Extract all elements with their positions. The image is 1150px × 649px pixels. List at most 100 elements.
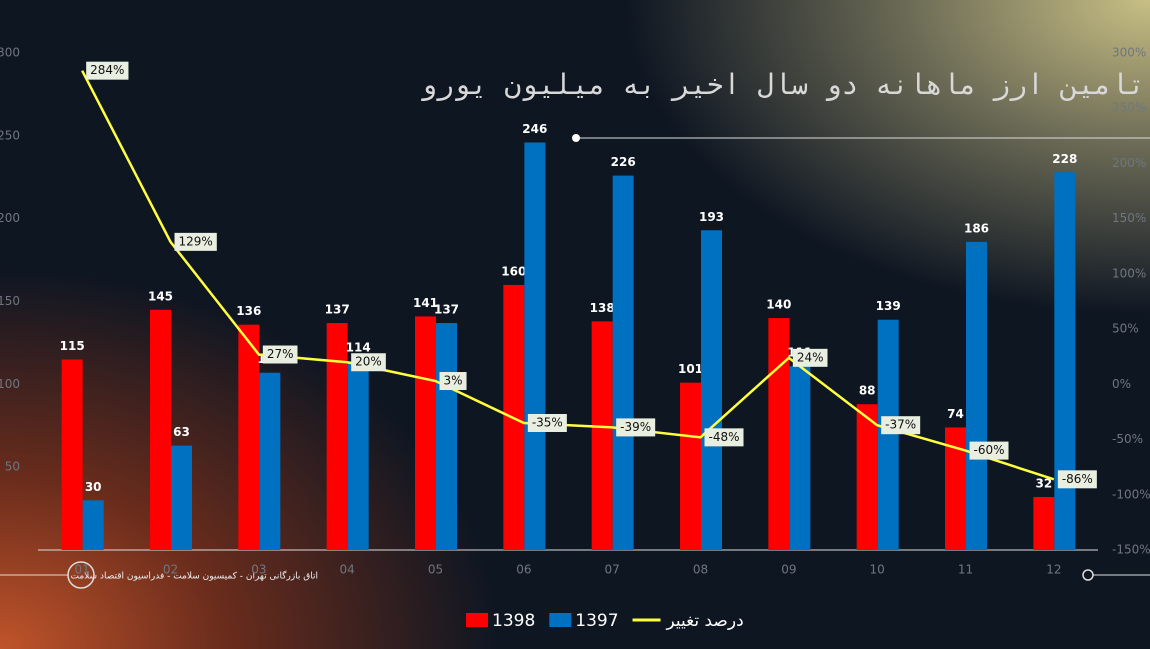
bar — [150, 309, 171, 550]
x-tick-label: 03 — [251, 563, 266, 577]
label-box — [86, 61, 129, 80]
bar — [524, 142, 546, 550]
x-tick-label: 06 — [516, 563, 531, 577]
bar — [347, 361, 369, 550]
y2-tick-label: 150% — [1112, 211, 1146, 225]
bar-value-label: 226 — [611, 155, 636, 169]
label-box — [262, 345, 298, 364]
line-value-label: 20% — [351, 353, 386, 372]
bar-value-label: 114 — [346, 341, 371, 355]
x-tick-label: 01 — [75, 563, 90, 577]
label-box — [704, 428, 744, 447]
bar — [238, 324, 260, 550]
line-value-label-text: -35% — [532, 415, 563, 429]
line-value-label: -48% — [704, 428, 744, 447]
x-tick-label: 07 — [605, 563, 620, 577]
line-value-label-text: 20% — [355, 355, 382, 369]
label-box — [616, 418, 656, 437]
legend-swatch — [549, 613, 572, 627]
line-value-label: 27% — [262, 345, 298, 364]
source-note: اتاق بازرگانی تهران - کمیسیون سلامت - فد… — [71, 570, 318, 582]
bar — [1054, 172, 1076, 550]
x-tick-label: 12 — [1046, 563, 1061, 577]
bar — [591, 321, 613, 550]
y2-tick-label: 50% — [1112, 322, 1139, 336]
bar-value-label: 101 — [678, 362, 703, 376]
bar — [789, 366, 811, 550]
y-tick-label: 50 — [5, 460, 20, 474]
bar — [768, 318, 790, 550]
bar — [966, 241, 987, 551]
bar — [877, 319, 899, 550]
line-value-label: 24% — [792, 348, 828, 367]
y-tick-label: 300 — [0, 46, 20, 60]
bar — [680, 382, 701, 550]
bar — [171, 445, 192, 550]
y2-tick-label: -100% — [1112, 487, 1150, 501]
bar-value-label: 30 — [85, 480, 102, 494]
line-value-label-text: 129% — [179, 234, 213, 248]
bar-value-label: 136 — [236, 304, 261, 318]
x-tick-label: 08 — [693, 563, 708, 577]
line-value-label-text: -37% — [885, 418, 916, 432]
bar-value-label: 140 — [766, 298, 791, 312]
bar-value-label: 137 — [434, 303, 459, 317]
x-tick-label: 02 — [163, 563, 178, 577]
y2-tick-label: -150% — [1112, 543, 1150, 557]
decor-circle — [1082, 569, 1094, 581]
line-value-label-text: 284% — [90, 63, 124, 77]
line-value-label-text: -86% — [1062, 472, 1093, 486]
label-box — [351, 353, 386, 372]
line-value-label: 129% — [174, 232, 217, 251]
bar — [61, 359, 83, 550]
bar-value-label: 246 — [522, 122, 547, 136]
bar-value-label: 138 — [590, 301, 615, 315]
line-value-label-text: 24% — [797, 350, 824, 364]
y2-tick-label: 300% — [1112, 46, 1146, 60]
bar-value-label: 74 — [947, 407, 964, 421]
label-box — [881, 416, 921, 435]
decor-circle — [67, 561, 95, 589]
bar-value-label: 137 — [325, 303, 350, 317]
line-value-label-text: -60% — [974, 443, 1005, 457]
line-value-label: -86% — [1057, 470, 1097, 489]
legend-label: 1397 — [575, 611, 618, 631]
bar — [612, 175, 634, 551]
x-tick-label: 10 — [870, 563, 885, 577]
bar-value-label: 193 — [699, 210, 724, 224]
x-tick-label: 09 — [781, 563, 796, 577]
bar-value-label: 141 — [413, 296, 438, 310]
y2-tick-label: 0% — [1112, 377, 1131, 391]
bar — [82, 500, 104, 550]
bar-value-label: 228 — [1052, 152, 1077, 166]
y-tick-label: 250 — [0, 128, 20, 142]
decor-dot — [572, 134, 580, 142]
bar — [1033, 496, 1055, 550]
legend-label: درصد تغییر — [666, 611, 744, 631]
bar — [436, 323, 457, 550]
label-box — [527, 413, 567, 432]
line-value-label: -37% — [881, 416, 921, 435]
x-tick-label: 11 — [958, 563, 973, 577]
x-tick-label: 05 — [428, 563, 443, 577]
bar-value-label: 88 — [859, 384, 876, 398]
line-value-label: 3% — [439, 372, 467, 391]
y2-tick-label: 100% — [1112, 266, 1146, 280]
bar-value-label: 145 — [148, 289, 173, 303]
bar-value-label: 160 — [501, 264, 526, 278]
bar-value-label: 139 — [876, 299, 901, 313]
label-box — [792, 348, 828, 367]
x-tick-label: 04 — [340, 563, 355, 577]
y2-tick-label: 200% — [1112, 156, 1146, 170]
label-box — [969, 441, 1009, 460]
line-value-label: -60% — [969, 441, 1009, 460]
bar — [945, 427, 966, 550]
bar — [701, 230, 722, 550]
label-box — [1057, 470, 1097, 489]
y-tick-label: 100 — [0, 377, 20, 391]
line-value-label: 284% — [86, 61, 129, 80]
y-tick-label: 200 — [0, 211, 20, 225]
line-value-label-text: -48% — [709, 430, 740, 444]
label-box — [174, 232, 217, 251]
